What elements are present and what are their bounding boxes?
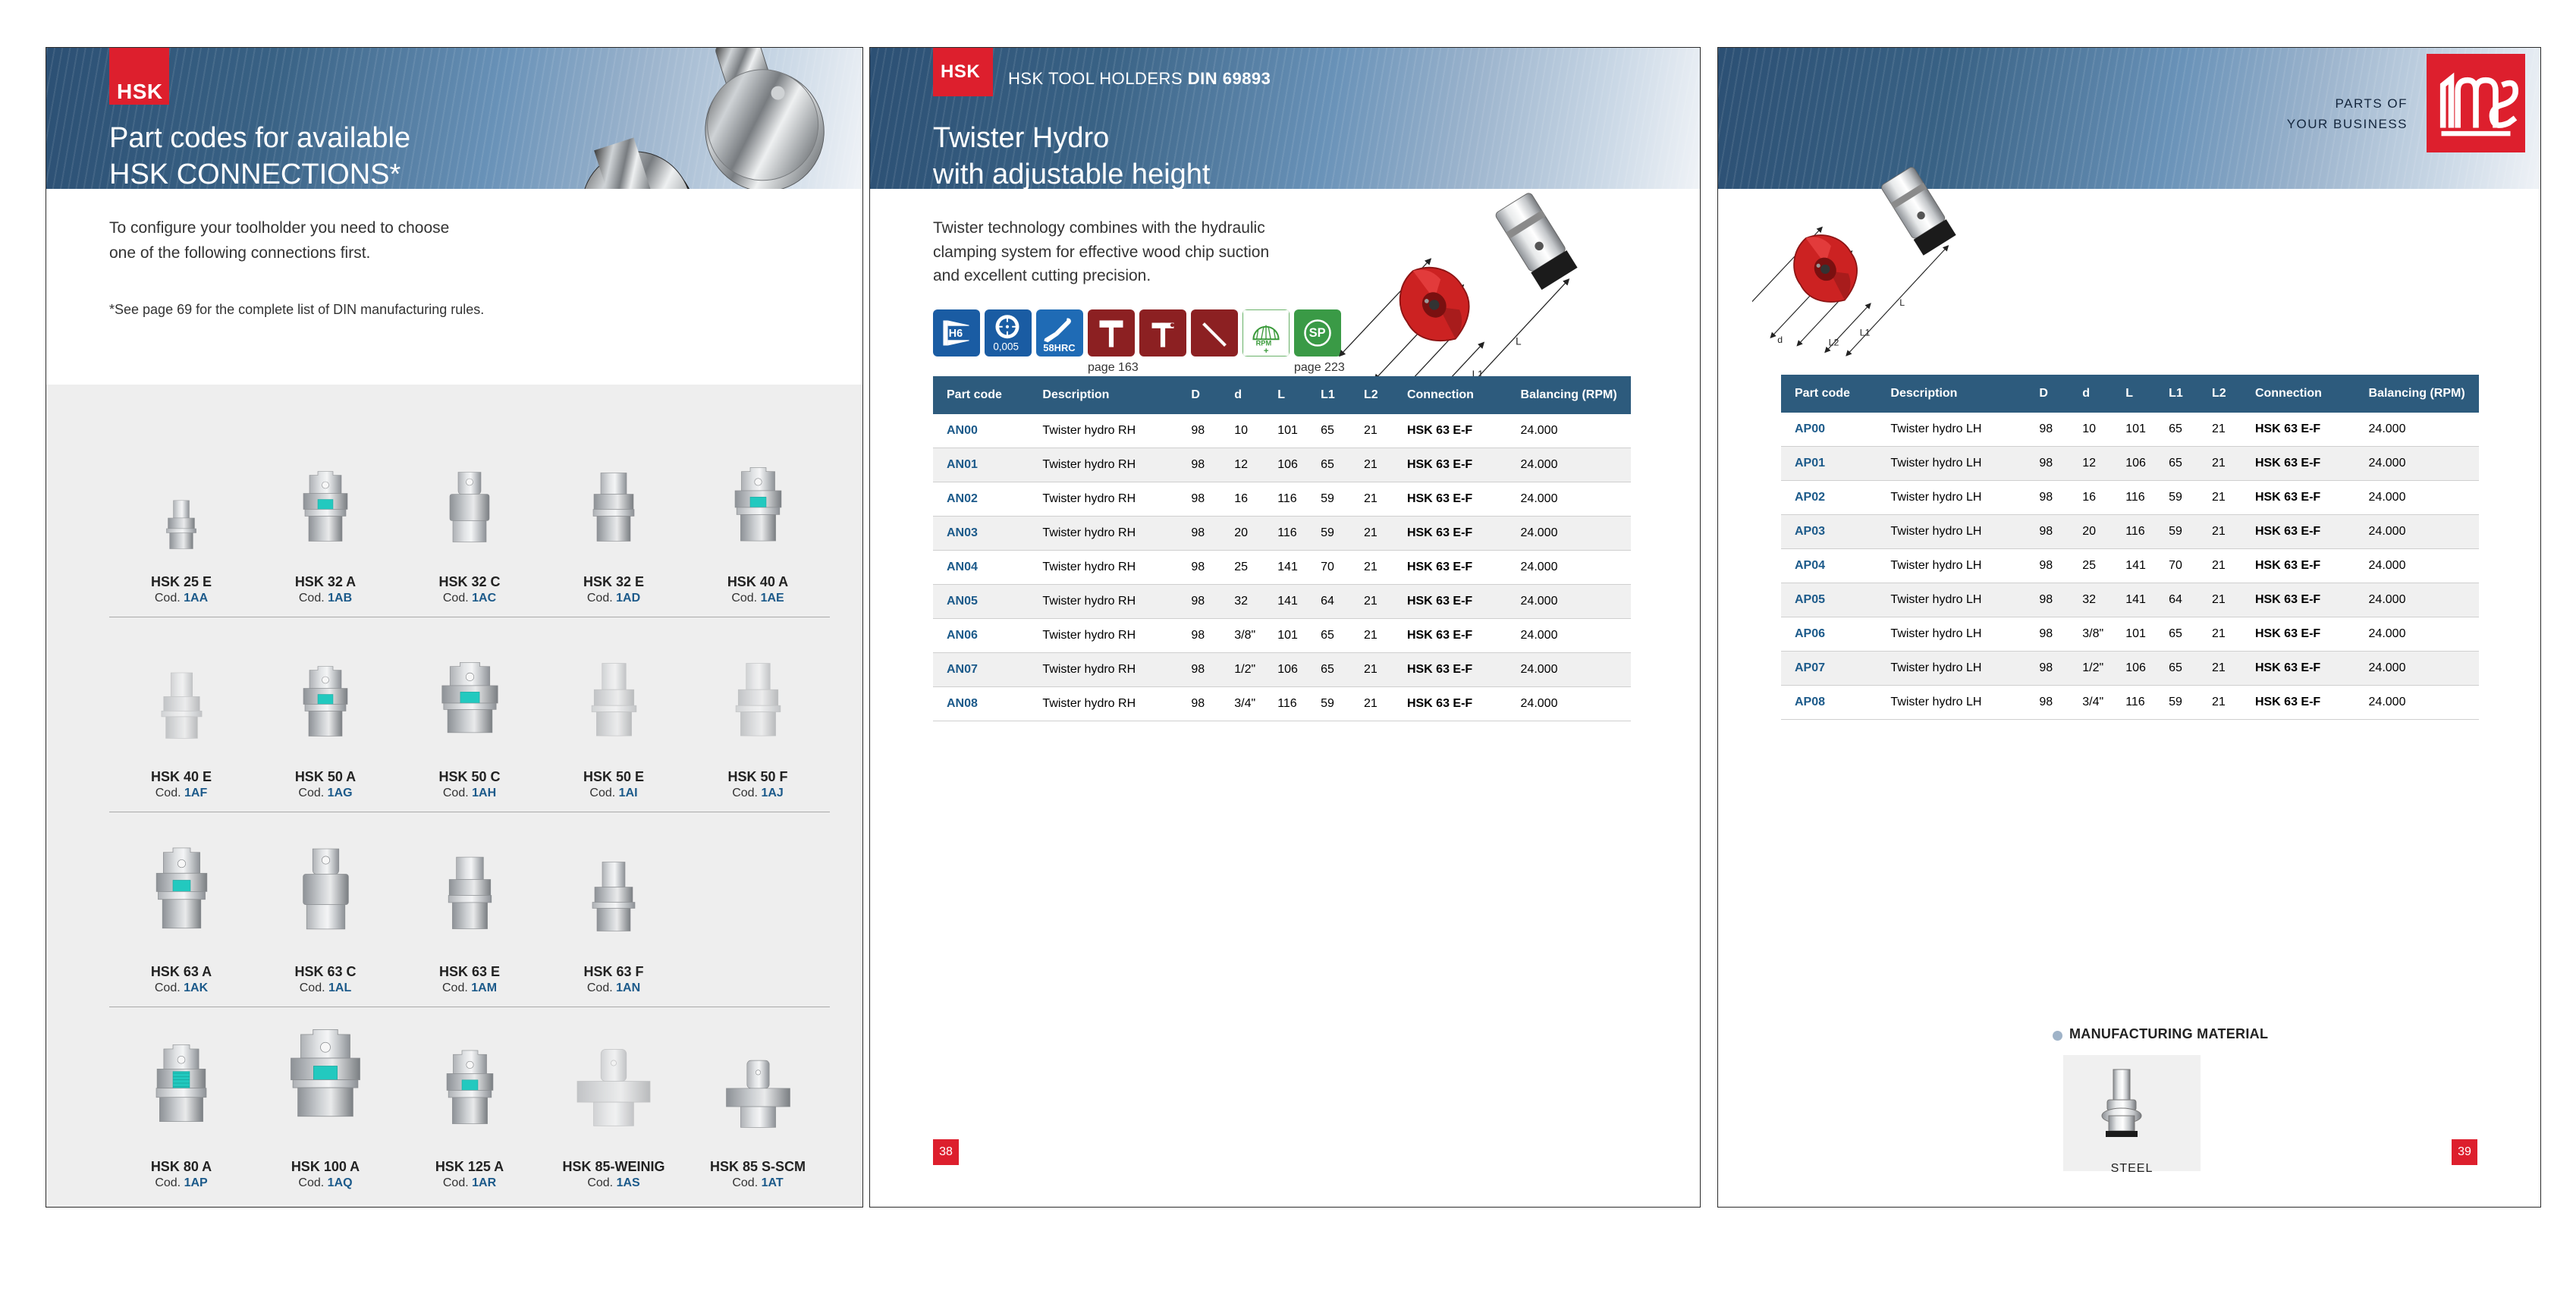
- svg-text:58HRC: 58HRC: [1043, 342, 1075, 353]
- svg-text:0,005: 0,005: [993, 341, 1019, 353]
- svg-text:H6: H6: [949, 328, 963, 340]
- svg-text:SP: SP: [1309, 325, 1326, 340]
- svg-text:+: +: [1264, 347, 1269, 356]
